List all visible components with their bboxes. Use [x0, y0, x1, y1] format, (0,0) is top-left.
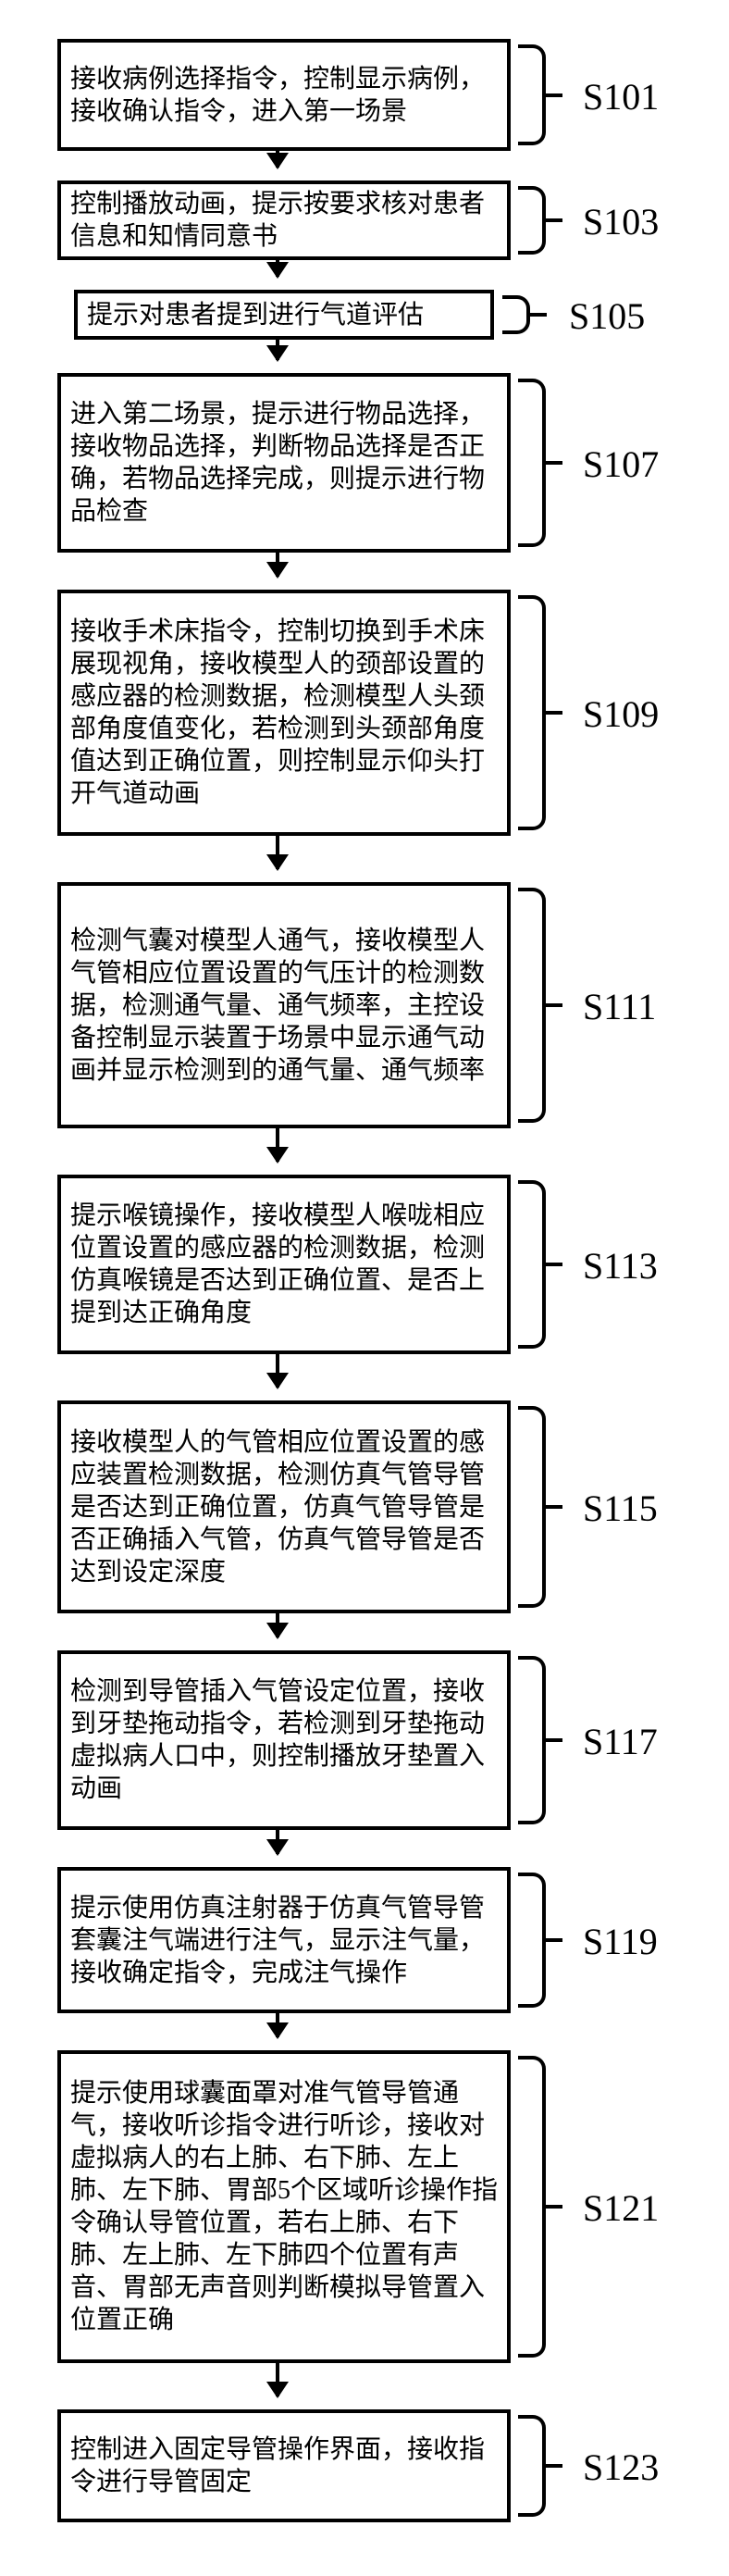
step-brace	[518, 2056, 546, 2358]
step-label: S103	[583, 200, 659, 243]
step-box-S117: 检测到导管插入气管设定位置，接收到牙垫拖动指令，若检测到牙垫拖动虚拟病人口中，则…	[57, 1650, 511, 1830]
step-text: 提示使用球囊面罩对准气管导管通气，接收听诊指令进行听诊，接收对虚拟病人的右上肺、…	[70, 2077, 498, 2336]
step-text: 接收手术床指令，控制切换到手术床展现视角，接收模型人的颈部设置的感应器的检测数据…	[70, 616, 498, 810]
step-box-S103: 控制播放动画，提示按要求核对患者信息和知情同意书	[57, 180, 511, 260]
down-arrow-icon	[276, 1354, 279, 1388]
step-label: S117	[583, 1720, 658, 1763]
down-arrow-icon	[276, 340, 279, 360]
down-arrow-icon	[276, 1613, 279, 1637]
step-brace	[518, 2415, 546, 2517]
step-box-S111: 检测气囊对模型人通气，接收模型人气管相应位置设置的气压计的检测数据，检测通气量、…	[57, 882, 511, 1128]
down-arrow-icon	[276, 2363, 279, 2396]
step-box-S101: 接收病例选择指令，控制显示病例，接收确认指令，进入第一场景	[57, 39, 511, 151]
step-box-S115: 接收模型人的气管相应位置设置的感应装置检测数据，检测仿真气管导管是否达到正确位置…	[57, 1400, 511, 1613]
step-label: S105	[569, 294, 645, 338]
step-brace	[518, 1180, 546, 1349]
step-text: 提示对患者提到进行气道评估	[87, 299, 424, 331]
down-arrow-icon	[276, 1830, 279, 1854]
step-brace	[518, 1656, 546, 1824]
step-brace	[518, 1406, 546, 1608]
step-brace	[518, 595, 546, 830]
down-arrow-icon	[276, 2013, 279, 2037]
step-box-S119: 提示使用仿真注射器于仿真气管导管套囊注气端进行注气，显示注气量，接收确定指令，完…	[57, 1867, 511, 2013]
down-arrow-icon	[276, 260, 279, 277]
step-label: S115	[583, 1487, 658, 1530]
step-box-S105: 提示对患者提到进行气道评估	[74, 290, 494, 340]
step-label: S113	[583, 1244, 658, 1288]
step-label: S101	[583, 75, 659, 118]
step-text: 控制进入固定导管操作界面，接收指令进行导管固定	[70, 2433, 498, 2498]
step-text: 控制播放动画，提示按要求核对患者信息和知情同意书	[70, 188, 498, 253]
down-arrow-icon	[276, 553, 279, 577]
step-box-S109: 接收手术床指令，控制切换到手术床展现视角，接收模型人的颈部设置的感应器的检测数据…	[57, 590, 511, 836]
step-label: S107	[583, 442, 659, 486]
step-label: S121	[583, 2186, 659, 2230]
step-label: S109	[583, 692, 659, 736]
step-box-S113: 提示喉镜操作，接收模型人喉咙相应位置设置的感应器的检测数据，检测仿真喉镜是否达到…	[57, 1175, 511, 1354]
step-text: 提示使用仿真注射器于仿真气管导管套囊注气端进行注气，显示注气量，接收确定指令，完…	[70, 1892, 498, 1989]
step-brace	[518, 379, 546, 547]
down-arrow-icon	[276, 836, 279, 869]
flowchart-container: 接收病例选择指令，控制显示病例，接收确认指令，进入第一场景 S101 控制播放动画，…	[0, 0, 729, 2576]
step-label: S111	[583, 985, 656, 1028]
step-box-S107: 进入第二场景，提示进行物品选择，接收物品选择，判断物品选择是否正确，若物品选择完…	[57, 373, 511, 553]
step-brace	[502, 295, 530, 334]
step-box-S121: 提示使用球囊面罩对准气管导管通气，接收听诊指令进行听诊，接收对虚拟病人的右上肺、…	[57, 2050, 511, 2363]
step-brace	[518, 888, 546, 1123]
step-text: 进入第二场景，提示进行物品选择，接收物品选择，判断物品选择是否正确，若物品选择完…	[70, 398, 498, 528]
step-brace	[518, 186, 546, 255]
down-arrow-icon	[276, 151, 279, 168]
step-label: S123	[583, 2445, 659, 2489]
step-text: 检测气囊对模型人通气，接收模型人气管相应位置设置的气压计的检测数据，检测通气量、…	[70, 925, 498, 1087]
step-label: S119	[583, 1920, 658, 1963]
step-text: 提示喉镜操作，接收模型人喉咙相应位置设置的感应器的检测数据，检测仿真喉镜是否达到…	[70, 1200, 498, 1329]
step-text: 接收模型人的气管相应位置设置的感应装置检测数据，检测仿真气管导管是否达到正确位置…	[70, 1426, 498, 1588]
step-box-S123: 控制进入固定导管操作界面，接收指令进行导管固定	[57, 2409, 511, 2522]
step-brace	[518, 44, 546, 145]
step-text: 接收病例选择指令，控制显示病例，接收确认指令，进入第一场景	[70, 63, 498, 128]
down-arrow-icon	[276, 1128, 279, 1162]
step-text: 检测到导管插入气管设定位置，接收到牙垫拖动指令，若检测到牙垫拖动虚拟病人口中，则…	[70, 1675, 498, 1805]
step-brace	[518, 1873, 546, 2008]
